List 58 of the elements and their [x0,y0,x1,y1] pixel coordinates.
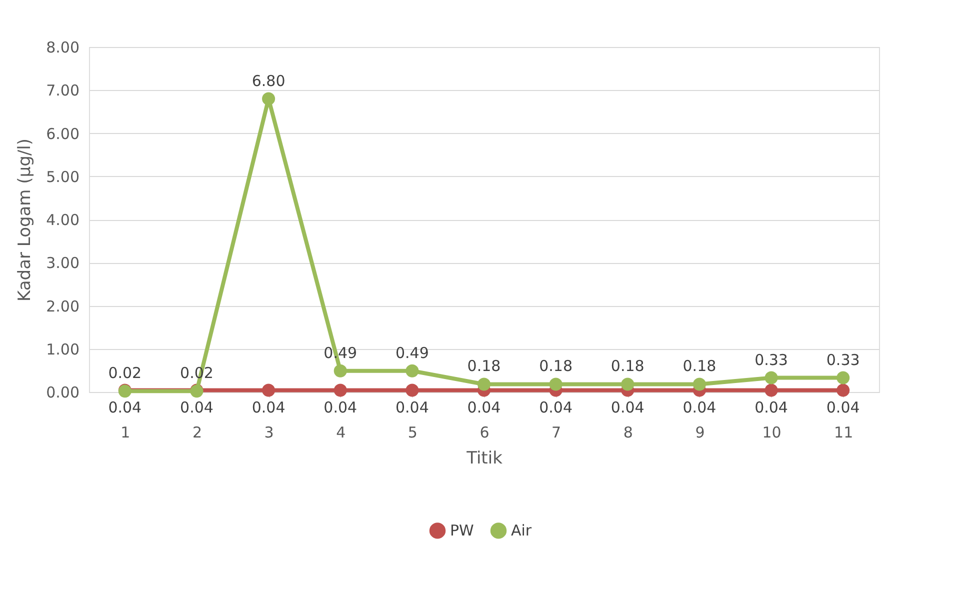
y-tick-label: 4.00 [46,211,80,229]
data-label: 0.18 [610,357,644,376]
data-label: 0.04 [180,398,214,416]
data-label: 0.33 [754,350,788,369]
point [406,364,419,378]
x-tick-label: 1 [120,424,130,442]
x-tick-label: 10 [762,424,782,442]
y-tick-label: 6.00 [46,124,80,143]
point [764,371,778,384]
x-tick-label: 3 [264,424,274,442]
x-tick-label: 9 [695,424,705,442]
data-label: 0.18 [682,357,716,376]
data-label: 0.18 [467,357,501,376]
x-axis-title: Titik [466,448,503,468]
point [334,384,347,397]
data-label: 0.18 [539,357,573,376]
y-tick-label: 1.00 [46,340,80,358]
data-label: 0.04 [682,398,716,416]
point [477,378,491,391]
legend-label: Air [511,522,532,540]
legend-label: PW [450,522,474,540]
data-label: 0.04 [395,398,429,416]
point [764,384,778,397]
data-label: 0.04 [108,398,142,416]
data-label: 0.33 [826,350,860,369]
point [836,371,850,384]
y-tick-label: 3.00 [46,254,80,272]
data-label: 0.04 [826,398,860,416]
y-tick-label: 0.00 [46,384,80,402]
point [334,364,347,378]
x-tick-label: 4 [336,424,346,442]
data-label: 0.04 [610,398,644,416]
point [262,92,276,106]
point [262,384,276,397]
x-tick-label: 11 [834,424,854,442]
data-label: 0.04 [754,398,788,416]
point [406,384,419,397]
data-label: 0.04 [467,398,501,416]
data-label: 0.02 [108,364,142,382]
point [621,378,634,391]
data-label: 0.04 [252,398,286,416]
x-tick-label: 6 [480,424,490,442]
y-tick-label: 8.00 [46,38,80,56]
y-tick-label: 5.00 [46,168,80,186]
x-tick-label: 8 [623,424,633,442]
point [836,384,850,397]
x-tick-label: 5 [408,424,418,442]
y-axis-title: Kadar Logam (µg/l) [15,138,36,302]
x-tick-label: 2 [192,424,202,442]
y-tick-label: 2.00 [46,297,80,316]
x-tick-label: 7 [552,424,562,442]
data-label: 6.80 [252,72,286,90]
point [692,378,706,391]
data-label: 0.04 [324,398,358,416]
point [549,378,562,391]
data-label: 0.04 [539,398,573,416]
data-label: 0.49 [395,344,429,362]
y-tick-label: 7.00 [46,82,80,100]
